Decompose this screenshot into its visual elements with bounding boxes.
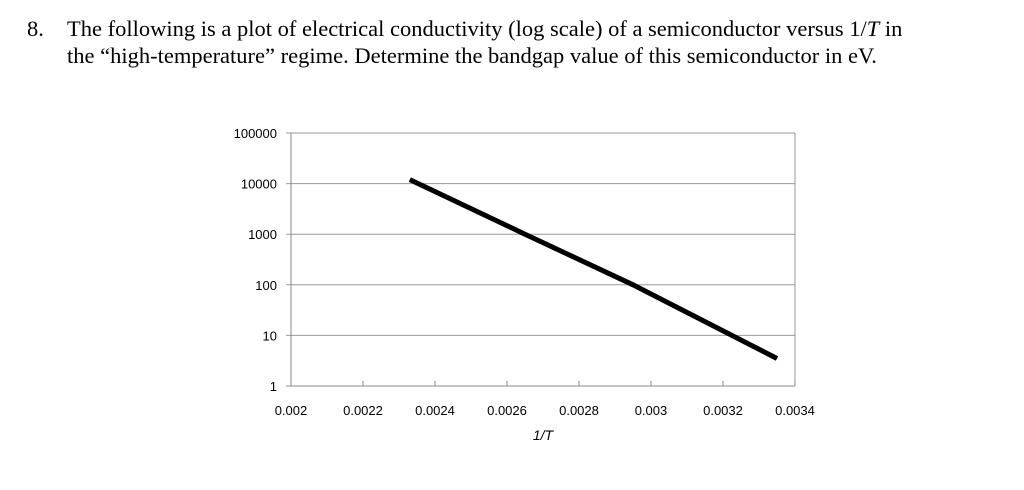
question-text-part: The following is a plot of electrical co… — [67, 16, 867, 41]
y-tick-label: 1000 — [248, 227, 277, 242]
y-tick-label: 100 — [255, 278, 277, 293]
y-tick-label: 1 — [270, 379, 277, 394]
x-tick-label: 0.0034 — [775, 403, 815, 418]
y-tick-label: 10 — [263, 328, 277, 343]
x-tick-label: 0.0028 — [559, 403, 599, 418]
x-tick-label: 0.0022 — [343, 403, 383, 418]
y-tick-label: 10000 — [241, 177, 277, 192]
x-tick-label: 0.0026 — [487, 403, 527, 418]
question-text-part: in — [879, 16, 903, 41]
x-tick-label: 0.003 — [635, 403, 668, 418]
question-number: 8. — [27, 16, 44, 41]
y-tick-label: 100000 — [234, 126, 277, 141]
x-tick-label: 0.002 — [275, 403, 308, 418]
series-line — [408, 177, 779, 361]
question-text-italic: T — [866, 16, 880, 41]
question-text-line-1: The following is a plot of electrical co… — [67, 16, 902, 42]
x-tick-label: 0.0032 — [703, 403, 743, 418]
x-tick-label: 0.0024 — [415, 403, 455, 418]
x-axis-label: 1/T — [533, 427, 555, 443]
question-text-line-2: the “high-temperature” regime. Determine… — [67, 43, 877, 68]
